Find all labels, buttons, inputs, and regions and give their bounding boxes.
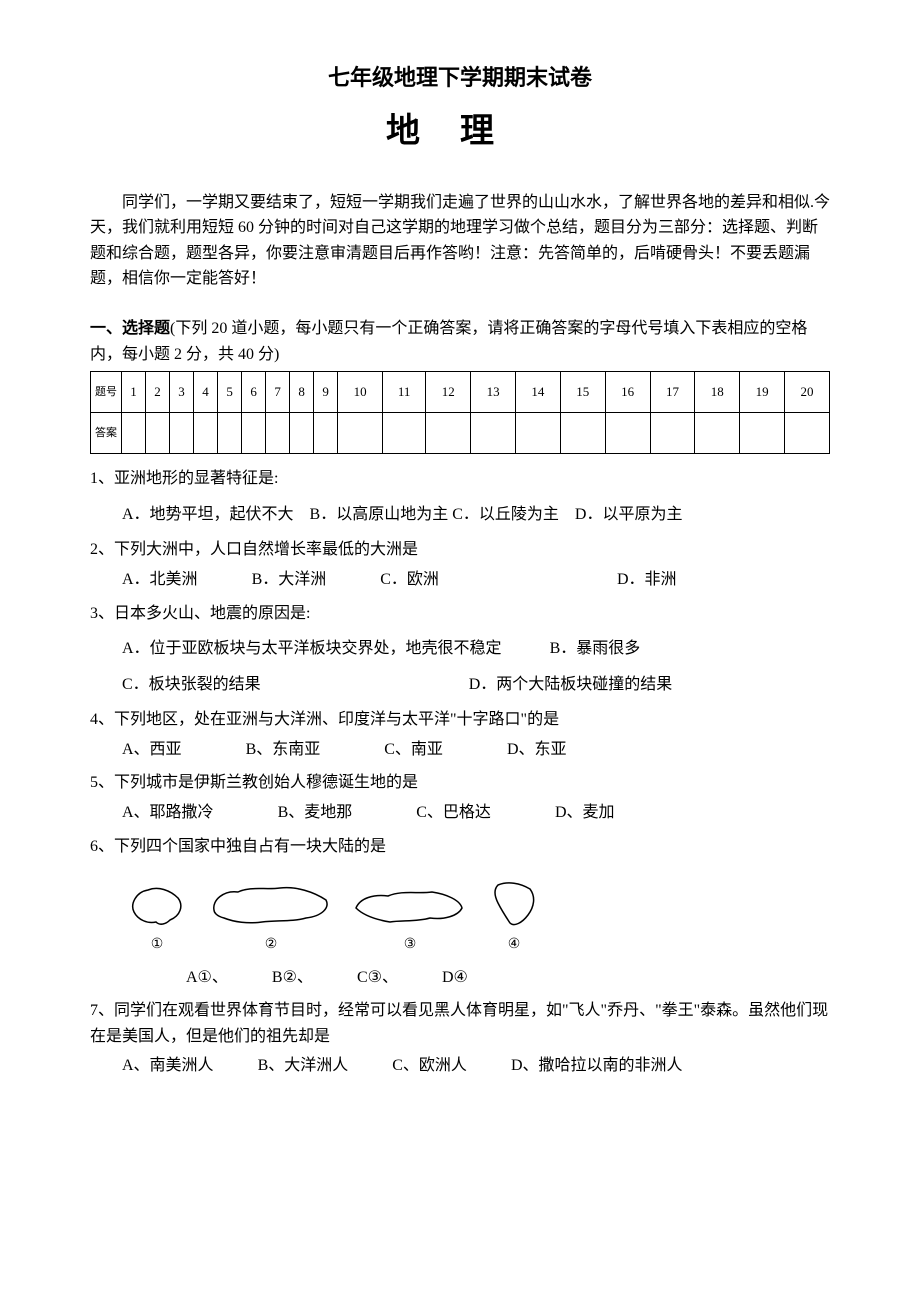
question-2-stem: 2、下列大洲中，人口自然增长率最低的大洲是 xyxy=(90,537,830,563)
q6-opt-b: B②、 xyxy=(272,969,313,986)
map-label-1: ① xyxy=(122,934,192,956)
grid-col: 10 xyxy=(338,372,383,413)
grid-col: 2 xyxy=(146,372,170,413)
doc-title-2: 地理 xyxy=(90,105,830,159)
question-6-stem: 6、下列四个国家中独自占有一块大陆的是 xyxy=(90,834,830,860)
grid-answer-cell[interactable] xyxy=(471,413,516,454)
q6-opt-c: C③、 xyxy=(357,969,398,986)
grid-answer-cell[interactable] xyxy=(516,413,561,454)
answer-grid-header-row: 题号 1 2 3 4 5 6 7 8 9 10 11 12 13 14 15 1… xyxy=(91,372,830,413)
grid-col: 12 xyxy=(426,372,471,413)
q4-opt-c: C、南亚 xyxy=(384,737,443,763)
grid-answer-cell[interactable] xyxy=(314,413,338,454)
q5-opt-a: A、耶路撒冷 xyxy=(122,800,214,826)
map-options-row: ① ② ③ ④ xyxy=(122,875,830,956)
intro-paragraph: 同学们，一学期又要结束了，短短一学期我们走遍了世界的山山水水，了解世界各地的差异… xyxy=(90,190,830,292)
grid-col: 6 xyxy=(242,372,266,413)
grid-answer-cell[interactable] xyxy=(242,413,266,454)
q1-options: A．地势平坦，起伏不大 B．以高原山地为主 C．以丘陵为主 D．以平原为主 xyxy=(122,506,682,523)
q7-opt-b: B、大洋洲人 xyxy=(258,1057,349,1074)
grid-answer-cell[interactable] xyxy=(605,413,650,454)
grid-answer-cell[interactable] xyxy=(382,413,425,454)
map-outline-1-icon xyxy=(122,880,192,930)
q7-opt-c: C、欧洲人 xyxy=(392,1057,467,1074)
q2-opt-d: D．非洲 xyxy=(617,567,677,593)
q2-opt-a: A．北美洲 xyxy=(122,567,198,593)
q4-opt-b: B、东南亚 xyxy=(246,737,321,763)
grid-col: 1 xyxy=(122,372,146,413)
map-label-4: ④ xyxy=(484,934,544,956)
section-1-header: 一、选择题(下列 20 道小题，每小题只有一个正确答案，请将正确答案的字母代号填… xyxy=(90,316,830,367)
grid-row1-label: 题号 xyxy=(91,372,122,413)
map-label-3: ③ xyxy=(350,934,470,956)
q5-opt-b: B、麦地那 xyxy=(278,800,353,826)
q5-opt-c: C、巴格达 xyxy=(416,800,491,826)
map-outline-3-icon xyxy=(350,880,470,930)
q7-opt-d: D、撒哈拉以南的非洲人 xyxy=(511,1057,683,1074)
doc-title-1: 七年级地理下学期期末试卷 xyxy=(90,60,830,95)
grid-col: 11 xyxy=(382,372,425,413)
grid-answer-cell[interactable] xyxy=(290,413,314,454)
question-1-stem: 1、亚洲地形的显著特征是: xyxy=(90,466,830,492)
grid-col: 4 xyxy=(194,372,218,413)
q4-opt-d: D、东亚 xyxy=(507,737,567,763)
grid-col: 15 xyxy=(560,372,605,413)
q7-opt-a: A、南美洲人 xyxy=(122,1057,214,1074)
grid-col: 17 xyxy=(650,372,695,413)
q3-opt-a: A．位于亚欧板块与太平洋板块交界处，地壳很不稳定 xyxy=(122,640,502,657)
grid-answer-cell[interactable] xyxy=(146,413,170,454)
grid-answer-cell[interactable] xyxy=(740,413,785,454)
grid-answer-cell[interactable] xyxy=(266,413,290,454)
grid-col: 5 xyxy=(218,372,242,413)
q4-opt-a: A、西亚 xyxy=(122,737,182,763)
answer-grid: 题号 1 2 3 4 5 6 7 8 9 10 11 12 13 14 15 1… xyxy=(90,371,830,454)
map-label-2: ② xyxy=(206,934,336,956)
map-outline-4-icon xyxy=(484,875,544,930)
q3-opt-d: D．两个大陆板块碰撞的结果 xyxy=(469,676,673,693)
q3-opt-b: B．暴雨很多 xyxy=(550,640,641,657)
grid-answer-cell[interactable] xyxy=(560,413,605,454)
question-4-stem: 4、下列地区，处在亚洲与大洋洲、印度洋与太平洋"十字路口"的是 xyxy=(90,707,830,733)
grid-col: 8 xyxy=(290,372,314,413)
grid-col: 9 xyxy=(314,372,338,413)
grid-answer-cell[interactable] xyxy=(338,413,383,454)
section-1-desc: (下列 20 道小题，每小题只有一个正确答案，请将正确答案的字母代号填入下表相应… xyxy=(90,320,807,363)
q2-opt-c: C．欧洲 xyxy=(380,567,439,593)
grid-col: 3 xyxy=(170,372,194,413)
q2-opt-b: B．大洋洲 xyxy=(252,567,327,593)
grid-col: 19 xyxy=(740,372,785,413)
answer-grid-answer-row: 答案 xyxy=(91,413,830,454)
grid-col: 20 xyxy=(785,372,830,413)
grid-row2-label: 答案 xyxy=(91,413,122,454)
grid-answer-cell[interactable] xyxy=(426,413,471,454)
question-7-stem: 7、同学们在观看世界体育节目时，经常可以看见黑人体育明星，如"飞人"乔丹、"拳王… xyxy=(90,998,830,1049)
question-3-stem: 3、日本多火山、地震的原因是: xyxy=(90,601,830,627)
grid-col: 13 xyxy=(471,372,516,413)
grid-answer-cell[interactable] xyxy=(218,413,242,454)
grid-answer-cell[interactable] xyxy=(695,413,740,454)
q6-opt-a: A①、 xyxy=(186,969,228,986)
grid-answer-cell[interactable] xyxy=(194,413,218,454)
q5-opt-d: D、麦加 xyxy=(555,800,615,826)
map-outline-2-icon xyxy=(206,880,336,930)
section-1-label: 一、选择题 xyxy=(90,320,170,337)
grid-answer-cell[interactable] xyxy=(122,413,146,454)
grid-answer-cell[interactable] xyxy=(170,413,194,454)
grid-col: 18 xyxy=(695,372,740,413)
question-5-stem: 5、下列城市是伊斯兰教创始人穆德诞生地的是 xyxy=(90,770,830,796)
grid-answer-cell[interactable] xyxy=(650,413,695,454)
grid-col: 16 xyxy=(605,372,650,413)
q3-opt-c: C．板块张裂的结果 xyxy=(122,676,261,693)
grid-answer-cell[interactable] xyxy=(785,413,830,454)
grid-col: 14 xyxy=(516,372,561,413)
q6-opt-d: D④ xyxy=(442,969,468,986)
grid-col: 7 xyxy=(266,372,290,413)
